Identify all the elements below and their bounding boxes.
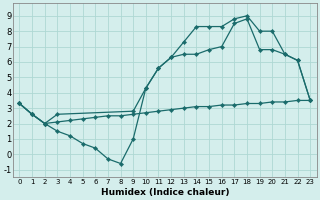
X-axis label: Humidex (Indice chaleur): Humidex (Indice chaleur) [100, 188, 229, 197]
